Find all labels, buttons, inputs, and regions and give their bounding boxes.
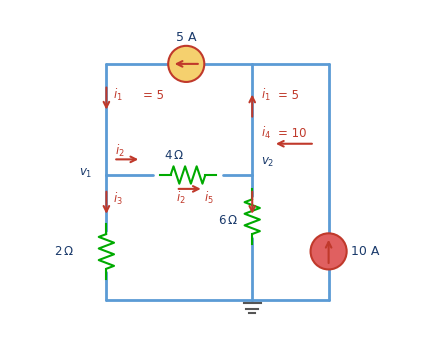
Text: $i_1$: $i_1$	[260, 87, 270, 103]
Circle shape	[310, 233, 346, 270]
Text: $v_1$: $v_1$	[79, 167, 92, 180]
Text: $i_2$: $i_2$	[115, 143, 125, 159]
Text: $4\,\Omega$: $4\,\Omega$	[164, 149, 184, 162]
Text: $i_2$: $i_2$	[175, 189, 185, 205]
Text: 10 A: 10 A	[350, 245, 379, 258]
Text: = 5: = 5	[278, 89, 299, 101]
Text: $i_4$: $i_4$	[260, 125, 270, 141]
Text: $2\,\Omega$: $2\,\Omega$	[54, 245, 74, 258]
Text: $i_1$: $i_1$	[113, 87, 123, 103]
Text: 5 A: 5 A	[176, 32, 196, 44]
Text: $v_2$: $v_2$	[260, 156, 274, 169]
Text: = 10: = 10	[278, 127, 306, 140]
Text: $i_3$: $i_3$	[113, 191, 123, 207]
Text: $6\,\Omega$: $6\,\Omega$	[217, 214, 237, 227]
Text: $i_5$: $i_5$	[203, 189, 213, 205]
Text: = 5: = 5	[142, 89, 164, 101]
Circle shape	[168, 46, 204, 82]
